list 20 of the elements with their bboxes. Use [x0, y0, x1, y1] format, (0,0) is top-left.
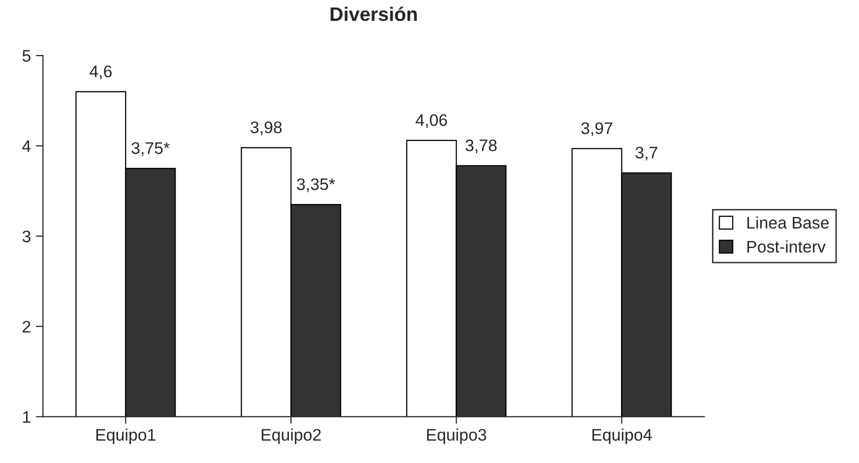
data-label: 4,6 — [90, 65, 112, 80]
x-tick-label: Equipo1 — [96, 428, 156, 444]
y-tick-label: 5 — [22, 50, 30, 62]
data-label: 3,78 — [466, 140, 497, 154]
chart-title: Diversión — [330, 6, 417, 22]
data-label: 3,98 — [250, 121, 282, 136]
data-label: 4,06 — [416, 114, 448, 128]
x-tick-label: Equipo3 — [427, 428, 486, 444]
data-label: 3,97 — [581, 122, 612, 136]
data-label: 3,7 — [636, 146, 658, 160]
legend-label: Linea Base — [747, 216, 829, 229]
x-tick-label: Equipo4 — [592, 428, 652, 444]
data-label: 3,35* — [296, 178, 335, 192]
y-tick-label: 3 — [22, 230, 30, 242]
legend-label: Post-interv — [747, 240, 826, 253]
x-tick-label: Equipo2 — [262, 428, 321, 444]
data-label: 3,75* — [132, 142, 170, 156]
y-tick-label: 4 — [22, 140, 31, 152]
y-tick-label: 2 — [22, 320, 30, 332]
y-tick-label: 1 — [23, 411, 30, 423]
